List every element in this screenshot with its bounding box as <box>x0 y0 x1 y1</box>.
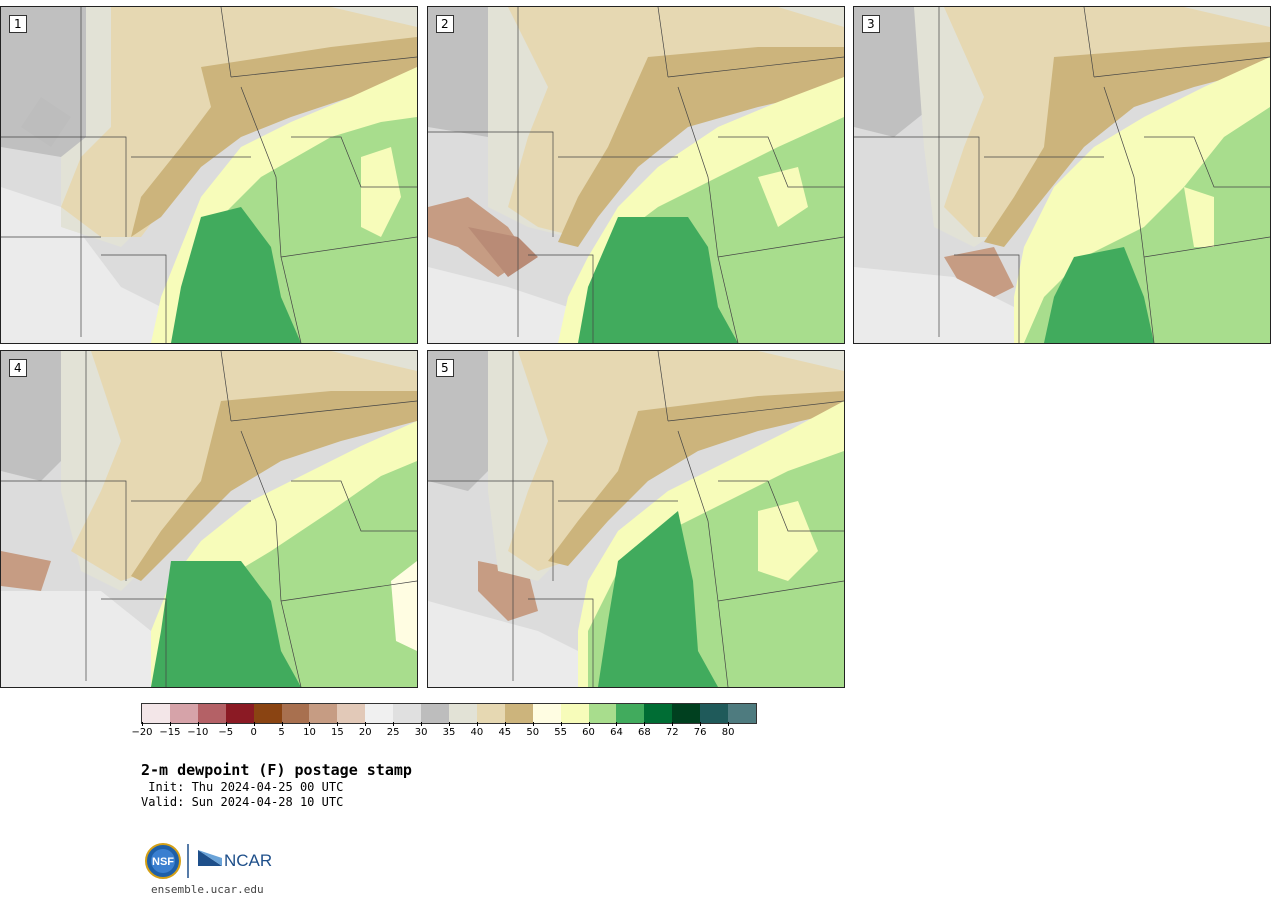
dewpoint-map-1 <box>1 7 417 343</box>
colorbar-tick-label: 64 <box>610 727 623 738</box>
colorbar-tick-mark <box>197 722 199 726</box>
colorbar-tick-mark <box>169 722 171 726</box>
dewpoint-map-2 <box>428 7 844 343</box>
colorbar-swatch <box>672 704 701 723</box>
colorbar-swatch <box>728 704 756 723</box>
colorbar-swatch <box>281 704 310 723</box>
colorbar-tick-label: −10 <box>187 727 209 738</box>
colorbar-tick-mark <box>281 722 283 726</box>
colorbar-tick-label: 10 <box>303 727 316 738</box>
colorbar-tick-label: 30 <box>414 727 428 738</box>
logos: NSF NCAR <box>144 842 284 882</box>
colorbar-swatch <box>142 704 170 723</box>
ncar-logo-text: NCAR <box>224 851 272 870</box>
colorbar-swatch <box>253 704 282 723</box>
colorbar-swatch <box>588 704 617 723</box>
colorbar-tick-mark <box>700 722 702 726</box>
colorbar-tick-mark <box>504 722 506 726</box>
colorbar-tick-label: 50 <box>526 727 540 738</box>
nsf-ncar-logo: NSF NCAR <box>145 843 272 879</box>
member-panel-2: 2 <box>427 6 845 344</box>
colorbar-tick-label: 15 <box>330 727 344 738</box>
colorbar-swatch <box>532 704 561 723</box>
colorbar-tick-label: 5 <box>278 727 285 738</box>
colorbar-ticks: −20 −15 −10 −5 0 5 10 15 20 25 30 35 40 45 50 55 60 64 68 7… <box>131 722 757 742</box>
colorbar-tick-mark <box>672 722 674 726</box>
panel-label: 3 <box>862 15 880 33</box>
colorbar-tick-mark <box>728 722 730 726</box>
colorbar-swatch <box>448 704 477 723</box>
colorbar-swatch <box>700 704 729 723</box>
colorbar-tick-mark <box>588 722 590 726</box>
colorbar-tick-mark <box>616 722 618 726</box>
colorbar-tick-label: −20 <box>131 727 153 738</box>
colorbar-tick-mark <box>365 722 367 726</box>
colorbar-swatch <box>225 704 254 723</box>
colorbar-tick-label: 72 <box>665 727 679 738</box>
colorbar-swatch <box>560 704 589 723</box>
colorbar-swatch <box>476 704 505 723</box>
dewpoint-map-4 <box>1 351 417 687</box>
colorbar-swatch <box>421 704 449 723</box>
colorbar-swatch <box>644 704 673 723</box>
dewpoint-map-3 <box>854 7 1270 343</box>
colorbar-tick-label: 35 <box>442 727 456 738</box>
nsf-logo-text: NSF <box>152 856 174 868</box>
colorbar-tick-label: 60 <box>582 727 595 738</box>
init-time: Init: Thu 2024-04-25 00 UTC <box>141 780 344 794</box>
colorbar-tick-label: −15 <box>159 727 181 738</box>
colorbar-tick-mark <box>532 722 534 726</box>
colorbar-tick-label: 55 <box>554 727 567 738</box>
figure-title: 2-m dewpoint (F) postage stamp <box>141 761 412 779</box>
colorbar-swatch <box>504 704 533 723</box>
colorbar-tick-mark <box>253 722 255 726</box>
colorbar-tick-mark <box>449 722 450 726</box>
colorbar-tick-mark <box>225 722 227 726</box>
valid-time: Valid: Sun 2024-04-28 10 UTC <box>141 795 344 809</box>
colorbar-swatch <box>169 704 198 723</box>
colorbar-tick-label: 25 <box>386 727 400 738</box>
panel-label: 4 <box>9 359 27 377</box>
colorbar-tick-mark <box>309 722 311 726</box>
dewpoint-map-5 <box>428 351 844 687</box>
panel-label: 1 <box>9 15 27 33</box>
colorbar-swatch <box>393 704 422 723</box>
colorbar-tick-label: 68 <box>637 727 651 738</box>
colorbar-tick-mark <box>337 722 339 726</box>
colorbar-tick-label: 40 <box>470 727 484 738</box>
colorbar-tick-mark <box>644 722 646 726</box>
colorbar-tick-mark <box>142 722 143 726</box>
colorbar-swatch <box>309 704 338 723</box>
panel-label: 2 <box>436 15 454 33</box>
colorbar-tick-label: 0 <box>250 727 257 738</box>
website-url: ensemble.ucar.edu <box>151 883 264 896</box>
colorbar-tick-label: 20 <box>358 727 372 738</box>
member-panel-4: 4 <box>0 350 418 688</box>
colorbar-swatch <box>197 704 226 723</box>
colorbar-tick-mark <box>421 722 423 726</box>
colorbar-tick-mark <box>560 722 562 726</box>
colorbar-tick-label: 45 <box>498 727 512 738</box>
member-panel-3: 3 <box>853 6 1271 344</box>
colorbar-tick-label: 76 <box>693 727 707 738</box>
colorbar-tick-mark <box>476 722 478 726</box>
colorbar-swatch <box>337 704 366 723</box>
panel-label: 5 <box>436 359 454 377</box>
colorbar <box>141 703 757 724</box>
member-panel-5: 5 <box>427 350 845 688</box>
colorbar-swatch <box>616 704 645 723</box>
member-panel-1: 1 <box>0 6 418 344</box>
colorbar-tick-label: 80 <box>721 727 735 738</box>
colorbar-swatch <box>365 704 394 723</box>
colorbar-tick-label: −5 <box>218 727 234 738</box>
colorbar-tick-mark <box>393 722 395 726</box>
